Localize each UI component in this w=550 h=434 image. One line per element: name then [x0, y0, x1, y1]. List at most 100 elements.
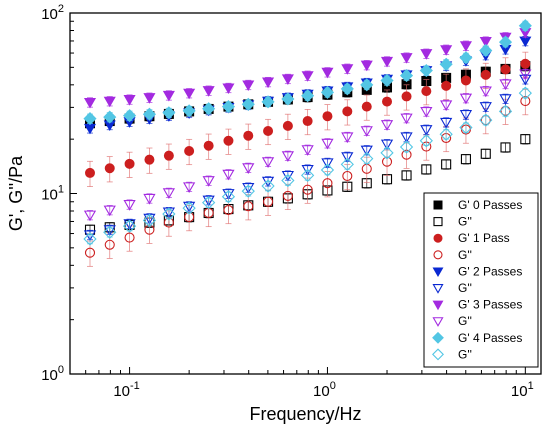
data-point: [380, 139, 394, 151]
data-point: [420, 106, 433, 118]
data-point: [282, 190, 293, 201]
legend-label: G'': [458, 347, 472, 361]
data-point: [500, 142, 511, 153]
x-axis-title: Frequency/Hz: [249, 404, 361, 424]
data-point: [83, 123, 97, 135]
data-point: [459, 110, 473, 121]
data-point: [322, 178, 333, 189]
data-point: [342, 106, 353, 117]
data-point: [320, 85, 335, 99]
data-point: [479, 102, 492, 113]
data-point: [518, 86, 532, 100]
data-point: [182, 201, 196, 215]
data-point: [261, 157, 275, 168]
data-point: [261, 179, 275, 193]
legend-label: G' 1 Pass: [458, 231, 510, 245]
y-tick-label: 101: [41, 184, 64, 204]
legend-marker: [432, 283, 444, 294]
data-point: [301, 145, 314, 156]
legend-entry: G' 4 Passes: [432, 331, 522, 345]
data-point: [143, 93, 156, 104]
data-point: [261, 95, 275, 109]
legend: G' 0 Passes G'' G' 1 Pass G'' G' 2 Passes G''…: [423, 192, 539, 368]
data-point: [341, 132, 354, 144]
x-tick-label-base: 10: [511, 383, 528, 400]
x-tick-label: 100: [313, 380, 336, 400]
legend-entry: G' 0 Passes: [433, 198, 522, 212]
legend-entry: G'': [433, 215, 472, 229]
data-point: [222, 169, 235, 181]
data-point: [321, 138, 334, 150]
data-point: [440, 100, 453, 112]
data-point: [202, 176, 215, 187]
legend-entry: G'': [433, 248, 472, 262]
data-point: [162, 90, 175, 102]
legend-marker: [432, 267, 444, 278]
data-point: [340, 157, 354, 172]
data-point: [162, 106, 176, 120]
y-axis-title: G', G''/Pa: [6, 155, 26, 231]
data-point: [460, 154, 471, 165]
data-point: [183, 88, 196, 100]
data-point: [123, 199, 136, 211]
legend-marker: [433, 250, 443, 260]
data-point: [300, 168, 315, 183]
legend-label: G' 3 Passes: [458, 298, 522, 312]
legend-label: G' 4 Passes: [458, 331, 522, 345]
data-point: [263, 196, 274, 207]
y-tick-label: 102: [41, 3, 64, 23]
data-point: [84, 247, 96, 258]
data-point: [479, 43, 493, 58]
data-point: [420, 49, 433, 60]
data-point: [360, 145, 373, 157]
data-point: [360, 152, 374, 166]
data-point: [400, 113, 413, 125]
legend-entry: G'': [432, 314, 472, 328]
legend-marker: [432, 348, 444, 361]
data-point: [361, 101, 372, 112]
data-point: [439, 127, 453, 141]
data-point: [203, 140, 214, 151]
data-point: [282, 120, 293, 131]
data-point: [400, 53, 413, 64]
x-tick-label-base: 10: [313, 383, 330, 400]
data-point: [202, 102, 216, 116]
data-point: [419, 134, 433, 148]
data-point: [460, 75, 471, 86]
data-point: [459, 93, 473, 105]
data-point: [340, 82, 354, 96]
data-point: [243, 130, 254, 141]
data-point: [399, 69, 414, 83]
data-point: [520, 58, 531, 69]
legend-label: G'': [458, 215, 472, 229]
y-tick-label-exponent: 2: [58, 3, 64, 15]
data-point: [242, 163, 255, 174]
data-point: [382, 96, 393, 107]
x-tick-label-exponent: -1: [130, 380, 140, 392]
legend-label: G' 2 Passes: [458, 264, 522, 278]
legend-marker: [433, 233, 443, 243]
data-point: [301, 164, 314, 176]
data-point: [242, 80, 255, 92]
data-point: [103, 205, 116, 217]
data-point: [202, 86, 215, 97]
data-point: [243, 201, 254, 212]
data-point: [83, 210, 97, 222]
data-point: [183, 182, 196, 194]
data-point: [518, 19, 532, 33]
data-point: [360, 60, 373, 72]
data-point: [83, 232, 97, 246]
data-point: [302, 184, 313, 195]
data-point: [400, 132, 413, 144]
x-tick-label-base: 10: [113, 383, 130, 400]
data-point: [499, 79, 512, 91]
data-point: [421, 86, 432, 97]
data-point: [322, 111, 333, 122]
data-point: [162, 188, 176, 200]
data-point: [124, 158, 135, 169]
data-point: [221, 190, 236, 204]
data-point: [421, 164, 432, 175]
data-point: [281, 74, 294, 85]
data-point: [498, 35, 513, 49]
data-point: [479, 113, 493, 127]
